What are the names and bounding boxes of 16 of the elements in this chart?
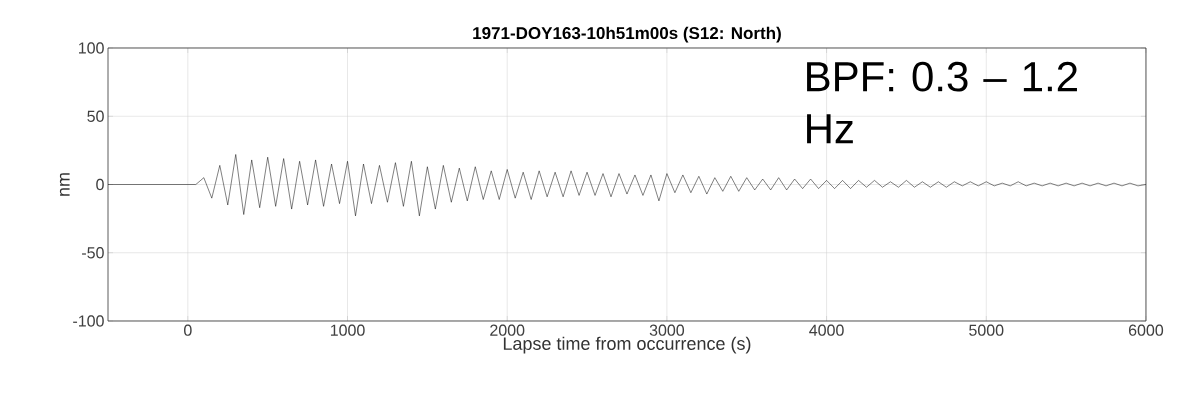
chart-title: 1971-DOY163-10h51m00s (S12: North) <box>473 26 781 43</box>
y-axis-title: nm <box>59 173 70 196</box>
annotation: BPF: 0.3 – 1.2 Hz <box>807 61 1077 144</box>
x-tick-label: 6000 <box>1128 324 1164 336</box>
y-tick-label: 100 <box>79 42 104 54</box>
x-tick-label: 0 <box>184 324 192 336</box>
x-tick-label: 1000 <box>330 324 365 336</box>
y-tick-label: -50 <box>82 247 104 259</box>
x-tick-label: 2000 <box>490 324 525 336</box>
y-tick-label: 50 <box>87 110 104 122</box>
y-tick-label: 0 <box>96 178 104 191</box>
x-axis-title: Lapse time from occurrence (s) <box>503 336 751 354</box>
x-tick-label: 3000 <box>649 324 685 336</box>
y-tick-label: -100 <box>73 315 104 327</box>
x-tick-label: 5000 <box>969 324 1004 336</box>
x-tick-label: 4000 <box>809 324 844 336</box>
